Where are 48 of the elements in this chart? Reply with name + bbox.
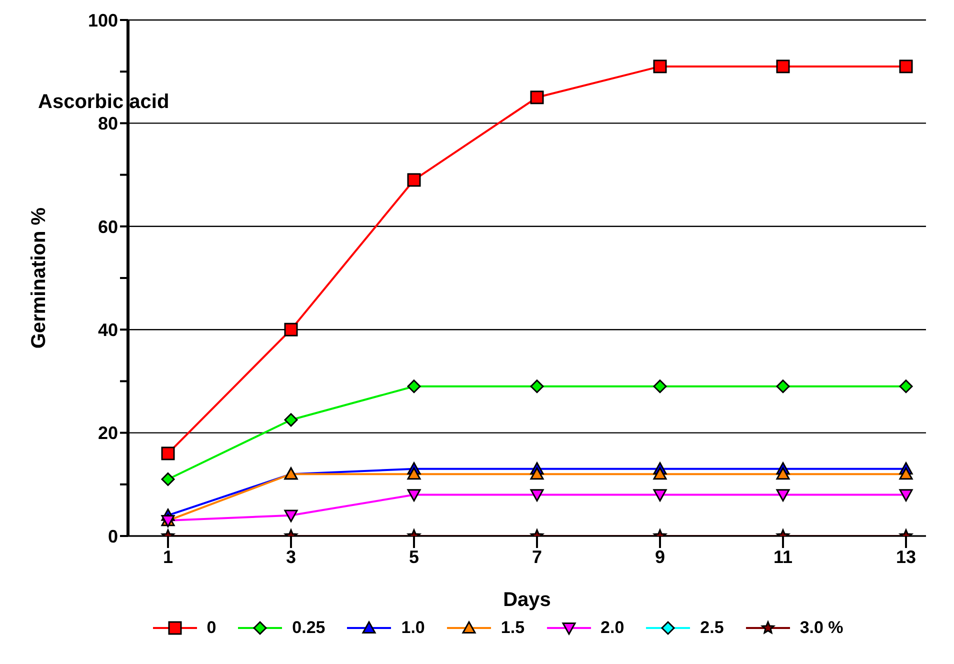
point <box>284 413 298 427</box>
point <box>284 510 298 522</box>
y-tick-label: 40 <box>98 320 118 340</box>
legend-label: 2.0 <box>600 618 624 638</box>
point <box>899 380 913 394</box>
point <box>530 380 544 394</box>
y-tick-label: 100 <box>88 10 118 30</box>
point <box>530 467 544 480</box>
x-tick-label: 5 <box>408 546 420 567</box>
x-tick-label: 11 <box>773 546 793 567</box>
point <box>776 60 790 74</box>
point <box>530 90 544 104</box>
x-tick-label: 9 <box>654 546 666 567</box>
point <box>899 489 913 502</box>
x-tick-label: 1 <box>162 546 174 567</box>
y-tick-label: 80 <box>98 114 118 134</box>
y-tick-label: 60 <box>98 216 118 237</box>
point <box>776 380 790 394</box>
y-tick-label: 0 <box>108 526 118 546</box>
point <box>407 467 421 480</box>
legend-label: 1.5 <box>500 618 525 638</box>
point <box>407 173 421 187</box>
x-tick-label: 7 <box>532 546 542 567</box>
point <box>530 489 544 502</box>
point <box>161 446 175 460</box>
point <box>776 489 790 502</box>
point <box>776 467 790 480</box>
point <box>653 380 667 394</box>
point <box>899 467 913 480</box>
point <box>899 60 913 74</box>
legend-label: 0 <box>206 618 216 638</box>
legend-label: 2.5 <box>700 618 724 638</box>
y-tick-label: 20 <box>98 423 118 444</box>
y-axis-title: Germination % <box>28 207 50 349</box>
point <box>653 60 667 74</box>
x-tick-label: 3 <box>286 546 296 567</box>
legend-label: 0.25 <box>292 618 326 638</box>
legend-label: 3.0 % <box>800 618 844 638</box>
point <box>407 380 421 394</box>
x-axis-title: Days <box>503 589 551 611</box>
point <box>161 472 175 486</box>
annotation: Ascorbic acid <box>38 91 170 113</box>
point <box>653 467 667 480</box>
legend-label: 1.0 <box>401 618 425 638</box>
point <box>653 489 667 502</box>
point <box>284 322 298 336</box>
x-tick-label: 13 <box>896 546 916 567</box>
point <box>407 489 421 502</box>
